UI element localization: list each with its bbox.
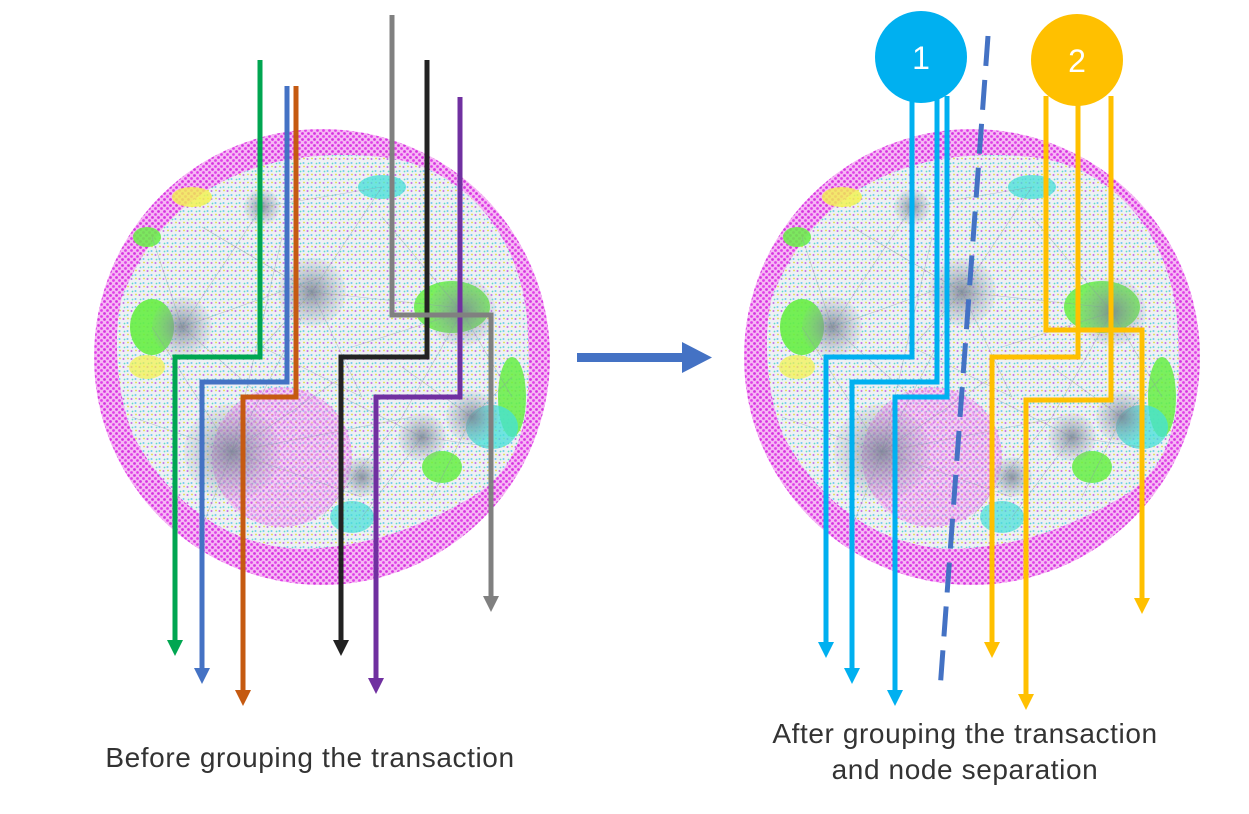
network-graph-after bbox=[743, 128, 1201, 586]
caption-after-line-1: After grouping the transaction bbox=[772, 718, 1158, 749]
caption-after: After grouping the transaction and node … bbox=[715, 716, 1215, 788]
transaction-arrow-orange bbox=[235, 86, 299, 706]
transaction-arrow-purple bbox=[368, 97, 463, 694]
group-1-label: 1 bbox=[912, 40, 930, 76]
separator-line bbox=[937, 35, 991, 691]
transaction-arrow-green bbox=[167, 60, 263, 656]
transaction-arrow-black bbox=[333, 60, 430, 656]
transaction-arrow-group1-a bbox=[818, 96, 915, 658]
transaction-arrows-before bbox=[167, 15, 499, 706]
transaction-arrows-group-2 bbox=[984, 96, 1150, 710]
transaction-arrow-blue bbox=[194, 86, 290, 684]
group-1-badge: 1 bbox=[875, 11, 967, 103]
network-graph-before bbox=[93, 128, 551, 586]
transaction-arrow-gray bbox=[389, 15, 499, 612]
transaction-arrows-group-1 bbox=[818, 96, 950, 706]
transaction-arrow-group2-c bbox=[1043, 96, 1150, 614]
transaction-arrow-group1-b bbox=[844, 96, 940, 684]
group-2-badge: 2 bbox=[1031, 14, 1123, 106]
caption-before: Before grouping the transaction bbox=[105, 742, 515, 773]
group-2-label: 2 bbox=[1068, 43, 1086, 79]
transaction-arrow-group2-a bbox=[984, 96, 1081, 658]
caption-after-line-2: and node separation bbox=[831, 754, 1099, 785]
process-arrow bbox=[577, 342, 712, 373]
transaction-arrow-group1-c bbox=[887, 96, 950, 706]
transaction-arrow-group2-b bbox=[1018, 96, 1114, 710]
